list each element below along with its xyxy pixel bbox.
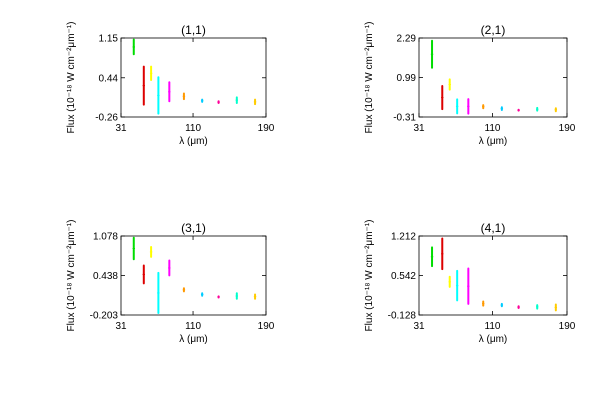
data-series-5 [467,267,470,305]
x-axis-label: λ (μm) [179,334,208,345]
y-tick-label: 0.44 [99,73,119,84]
data-series-4 [157,76,160,115]
data-series-6 [482,300,485,307]
data-series-10 [253,98,257,106]
data-series-7 [500,302,504,308]
y-tick-label: 1.15 [99,34,119,45]
data-series-1 [430,39,434,69]
data-series-6 [482,104,485,110]
x-tick-label: 190 [258,123,275,134]
data-series-1 [132,236,135,261]
data-series-9 [235,292,239,300]
x-tick-label: 110 [185,321,201,332]
x-tick-label: 190 [559,321,576,332]
plot-frame [120,37,267,118]
data-series-8 [217,295,220,299]
data-series-7 [200,98,204,103]
data-series-2 [142,264,145,285]
data-series-8 [217,100,220,104]
subplot-2: (2,1) 31 110 190 -0.31 0.99 2.29 λ (μm) Flux (10… [364,22,576,147]
data-series-10 [554,303,558,312]
x-tick-label: 110 [485,321,501,332]
subplot-3: (3,1) 31 110 190 -0.203 0.438 1.078 λ (μm) Flux … [66,220,275,345]
y-tick-label: 1.212 [391,232,416,243]
data-series-1 [132,38,135,56]
y-tick-label: -0.203 [90,311,119,322]
data-series-4 [455,269,459,302]
data-series-9 [536,106,539,112]
data-series-2 [142,65,145,106]
subplot-1: (1,1) 31 110 190 -0.26 0.44 1.15 λ (μm) Flux (10… [66,22,275,147]
data-series-6 [182,287,186,293]
data-series-6 [182,92,186,101]
data-series-5 [467,98,470,115]
y-tick-label: -0.128 [388,311,417,322]
x-tick-label: 190 [258,321,275,332]
data-series-3 [448,78,451,91]
x-tick-label: 190 [559,123,576,134]
data-series-4 [455,98,459,115]
data-series-1 [430,246,434,268]
x-axis-label: λ (μm) [179,136,208,147]
y-axis-label: Flux (10⁻¹⁸ W cm⁻²μm⁻¹) [364,22,375,134]
x-tick-label: 110 [185,123,201,134]
y-tick-label: -0.31 [393,113,416,124]
data-series-10 [554,107,558,113]
y-axis-label: Flux (10⁻¹⁸ W cm⁻²μm⁻¹) [66,220,77,332]
plot-title: (3,1) [181,221,206,235]
plot-frame [120,235,267,316]
data-series-7 [200,292,204,297]
data-series-8 [517,305,520,310]
y-tick-label: 0.542 [391,271,416,282]
data-series-5 [168,81,171,103]
plot-title: (4,1) [481,221,506,235]
data-series-9 [536,304,539,310]
plot-frame [418,235,568,316]
data-series-2 [441,237,444,271]
x-tick-label: 31 [115,321,127,332]
y-tick-label: -0.26 [95,113,118,124]
plot-frame [418,37,568,118]
data-series-2 [441,85,444,111]
data-series-5 [168,259,171,277]
data-series-3 [448,275,451,288]
data-series-10 [253,293,257,300]
data-series-7 [500,106,504,112]
y-axis-label: Flux (10⁻¹⁸ W cm⁻²μm⁻¹) [364,220,375,332]
data-series-3 [149,245,153,258]
y-tick-label: 2.29 [397,34,417,45]
y-tick-label: 0.438 [93,271,118,282]
x-tick-label: 31 [115,123,127,134]
y-tick-label: 0.99 [397,73,417,84]
x-tick-label: 31 [413,321,425,332]
data-series-8 [517,108,520,112]
plot-title: (2,1) [481,23,506,37]
x-tick-label: 110 [485,123,501,134]
subplot-4: (4,1) 31 110 190 -0.128 0.542 1.212 λ (μm) Flux … [364,220,576,345]
x-axis-label: λ (μm) [479,136,508,147]
data-series-9 [235,96,239,104]
plot-title: (1,1) [181,23,206,37]
y-axis-label: Flux (10⁻¹⁸ W cm⁻²μm⁻¹) [66,22,77,134]
x-axis-label: λ (μm) [479,334,508,345]
data-series-3 [149,65,153,82]
y-tick-label: 1.078 [93,232,118,243]
data-series-4 [157,271,160,314]
x-tick-label: 31 [413,123,425,134]
